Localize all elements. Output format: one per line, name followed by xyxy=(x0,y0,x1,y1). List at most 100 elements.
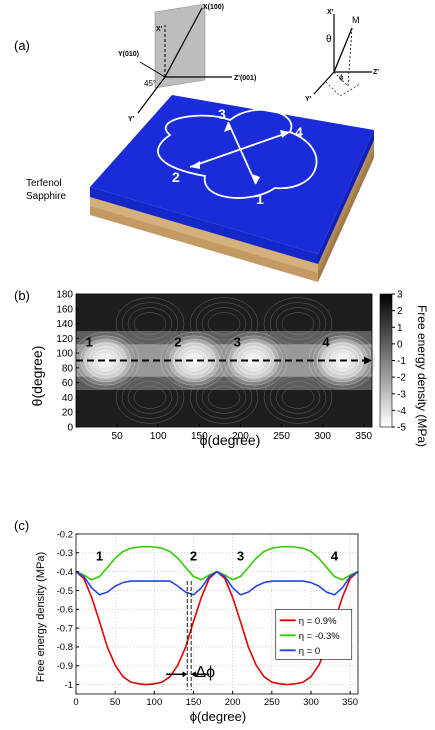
colorbar-tick-label: -1 xyxy=(397,356,406,367)
saddle-contour xyxy=(189,371,259,424)
right-x-prime-label: X' xyxy=(327,9,334,16)
arrow-head-3 xyxy=(224,122,232,132)
colorbar-tick-label: -2 xyxy=(397,373,406,384)
saddle-contour xyxy=(127,307,173,340)
delta-phi-arrowhead-left xyxy=(182,671,188,678)
y-tick-label: -0.8 xyxy=(57,642,73,653)
panel-a-illustration: X(100) X' Y(010) Y' Z'(001) 45° X' Z' Y'… xyxy=(26,3,379,282)
x-tick-label: 150 xyxy=(191,431,208,442)
colorbar-tick-label: 3 xyxy=(397,290,403,301)
colorbar-tick-label: 1 xyxy=(397,323,403,334)
dashed-line-arrowhead xyxy=(364,356,372,365)
sapphire-band-side xyxy=(318,139,374,273)
saddle-contour xyxy=(263,371,333,424)
x100-axis xyxy=(164,7,203,78)
contour-ring xyxy=(173,342,216,379)
saddle-contour xyxy=(201,381,247,414)
y-tick-label: 120 xyxy=(56,334,73,345)
energy-contour xyxy=(157,108,318,199)
delta-phi-arrowhead-right xyxy=(191,671,196,678)
m-drop-line xyxy=(347,27,353,87)
y-tick-label: 40 xyxy=(62,393,74,404)
saddle-contour xyxy=(207,312,241,335)
proj-box xyxy=(325,81,361,97)
colorbar-tick-label: -5 xyxy=(397,423,406,434)
state-label-1: 1 xyxy=(96,548,103,563)
angle-45-label: 45° xyxy=(144,79,156,88)
saddle-contour xyxy=(275,381,321,414)
film-front xyxy=(90,187,318,264)
substrate-side xyxy=(318,148,374,282)
y-tick-label: -1 xyxy=(65,680,73,691)
m-vector xyxy=(333,27,353,73)
colorbar-tick-label: 2 xyxy=(397,306,403,317)
right-y-prime-label: Y' xyxy=(305,96,312,103)
state-3-label: 3 xyxy=(218,106,226,122)
line-ylabel: Free energy density (MPa) xyxy=(35,552,47,682)
z001-label: Z'(001) xyxy=(234,75,256,82)
sapphire-band-front xyxy=(90,196,318,273)
saddle-contour xyxy=(127,381,173,414)
x-tick-label: 100 xyxy=(146,697,162,708)
state-label-4: 4 xyxy=(331,548,339,563)
y-tick-label: -0.9 xyxy=(57,661,73,672)
arrow-head-1 xyxy=(252,174,260,184)
y-tick-label: -0.6 xyxy=(57,605,73,616)
energy-well-2 xyxy=(160,330,229,391)
x-tick-label: 200 xyxy=(225,697,241,708)
state-1-label: 1 xyxy=(256,191,264,207)
x-tick-label: 200 xyxy=(232,431,249,442)
saddle-contour xyxy=(275,307,321,340)
y-tick-label: -0.3 xyxy=(57,548,73,559)
colorbar-tick-label: -4 xyxy=(397,406,406,417)
x-tick-label: 0 xyxy=(73,697,78,708)
saddle-contour xyxy=(133,312,167,335)
colorbar-label: Free energy density (MPa) xyxy=(415,305,429,447)
substrate-front xyxy=(90,205,318,282)
heatmap-frame xyxy=(75,293,373,428)
x-prime-label-left: X' xyxy=(156,26,163,33)
saddle-contour xyxy=(195,376,253,419)
saddle-contour xyxy=(207,386,241,409)
x-tick-label: 350 xyxy=(342,697,358,708)
panel-c-label: (c) xyxy=(14,518,30,533)
y-tick-label: -0.2 xyxy=(57,529,73,540)
heatmap-chart: 1 2 3 450 100 150 200 250 300 3500204060801001201… xyxy=(29,290,429,449)
arrow-head-2 xyxy=(190,161,200,169)
arrow-2-4 xyxy=(189,131,291,168)
legend-entry-2: η = 0 xyxy=(299,646,320,657)
x-tick-label: 250 xyxy=(273,431,290,442)
y-tick-label: -0.7 xyxy=(57,623,73,634)
x-tick-label: 300 xyxy=(314,431,331,442)
series-line-2 xyxy=(75,570,359,596)
heatmap-xlabel: ϕ(degree) xyxy=(200,432,261,448)
saddle-contour xyxy=(269,302,327,345)
y-tick-label: 60 xyxy=(62,378,74,389)
x-tick-label: 250 xyxy=(264,697,280,708)
saddle-contour xyxy=(281,386,315,409)
minimum-label-1: 1 xyxy=(86,335,93,350)
y-tick-label: 160 xyxy=(56,304,73,315)
y-tick-label: 140 xyxy=(56,319,73,330)
m-projection xyxy=(333,71,349,87)
arrow-head-4 xyxy=(280,130,290,138)
line-xlabel: ϕ(degree) xyxy=(190,709,246,724)
y-tick-label: 180 xyxy=(56,290,73,301)
x100-label: X(100) xyxy=(203,4,224,11)
saddle-contour xyxy=(115,297,185,350)
contour-ring xyxy=(71,331,140,390)
energy-well-1 xyxy=(71,330,140,391)
state-4-label: 4 xyxy=(295,124,303,140)
colorbar-tick-label: -3 xyxy=(397,389,406,400)
contour-ring xyxy=(325,346,360,375)
saddle-contour xyxy=(121,376,179,419)
panel-b-label: (b) xyxy=(14,288,30,303)
y-tick-label: -0.4 xyxy=(57,567,73,578)
film-side xyxy=(318,130,374,264)
saddle-contour xyxy=(195,302,253,345)
phi-label: ϕ xyxy=(339,73,344,82)
y-tick-label: 0 xyxy=(67,423,73,434)
minimum-label-4: 4 xyxy=(322,335,330,350)
legend-entry-1: η = -0.3% xyxy=(299,631,340,642)
terfenol-label: Terfenol xyxy=(26,178,62,189)
